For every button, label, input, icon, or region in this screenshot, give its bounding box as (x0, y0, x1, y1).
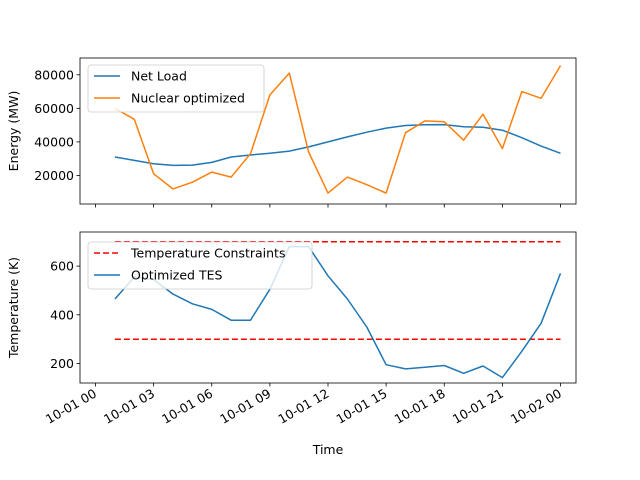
legend-label: Nuclear optimized (131, 91, 245, 106)
legend-label: Temperature Constraints (130, 246, 285, 261)
legend-box (87, 64, 265, 113)
x-tick-label: 10-01 06 (159, 386, 215, 427)
y-axis-label: Temperature (K) (6, 257, 21, 359)
y-tick-label: 40000 (34, 134, 74, 149)
y-axis-label: Energy (MW) (6, 91, 21, 172)
x-tick-label: 10-01 18 (392, 386, 448, 427)
y-tick-label: 60000 (34, 101, 74, 116)
y-tick-label: 600 (50, 259, 74, 274)
nuclear-optimized-line (114, 65, 562, 194)
optimized-tes-line (114, 245, 562, 379)
x-tick-label: 10-01 15 (333, 386, 389, 427)
temperature-panel: 200 400 600 10-01 00 10-01 03 10-01 06 10-01 0… (6, 231, 577, 457)
legend: Temperature Constraints Optimized TES (87, 241, 313, 290)
x-tick-label: 10-01 21 (450, 386, 506, 427)
plot-area (114, 65, 562, 194)
x-tick-label: 10-01 03 (101, 386, 157, 427)
y-tick-label: 400 (50, 307, 74, 322)
legend-label: Net Load (131, 69, 187, 84)
x-tick-label: 10-01 09 (217, 386, 273, 427)
x-tick-label: 10-01 00 (43, 386, 99, 427)
legend-label: Optimized TES (131, 268, 222, 283)
x-axis-label: Time (312, 442, 344, 457)
net-load-line (114, 123, 561, 167)
x-tick-label: 10-02 00 (508, 386, 564, 427)
legend-box (87, 241, 313, 290)
y-tick-label: 20000 (34, 168, 74, 183)
legend: Net Load Nuclear optimized (87, 64, 265, 113)
y-tick-label: 80000 (34, 67, 74, 82)
y-tick-label: 200 (50, 356, 74, 371)
x-tick-label: 10-01 12 (275, 386, 331, 427)
